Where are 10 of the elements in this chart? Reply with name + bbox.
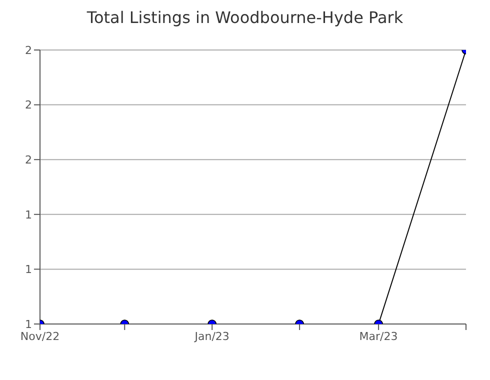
y-tick-label: 2: [25, 154, 32, 167]
x-tick-label: Jan/23: [194, 330, 230, 343]
x-tick-label: Nov/22: [20, 330, 60, 343]
y-tick-label: 2: [25, 98, 32, 112]
y-tick-label: 1: [25, 318, 32, 331]
x-tick-label: Mar/23: [359, 330, 398, 343]
y-tick-label: 2: [25, 44, 32, 57]
y-tick-label: 1: [25, 208, 32, 222]
y-tick-label: 1: [25, 263, 32, 276]
chart-title: Total Listings in Woodbourne-Hyde Park: [86, 8, 404, 29]
